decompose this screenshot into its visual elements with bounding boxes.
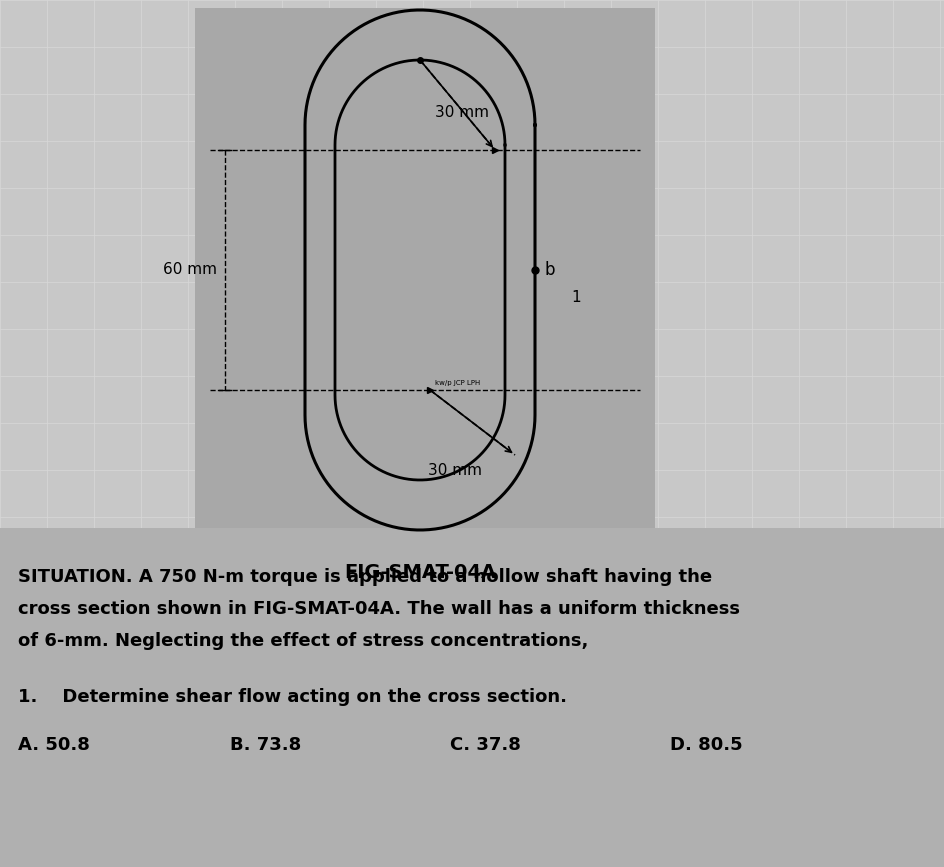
Text: 60 mm: 60 mm: [162, 263, 217, 277]
Text: B. 73.8: B. 73.8: [229, 736, 301, 754]
Text: b: b: [545, 261, 555, 279]
Text: 30 mm: 30 mm: [428, 463, 481, 478]
Text: cross section shown in FIG-SMAT-04A. The wall has a uniform thickness: cross section shown in FIG-SMAT-04A. The…: [18, 600, 739, 618]
Text: FIG-SMAT-04A: FIG-SMAT-04A: [344, 563, 496, 582]
Text: A. 50.8: A. 50.8: [18, 736, 90, 754]
Text: 1.    Determine shear flow acting on the cross section.: 1. Determine shear flow acting on the cr…: [18, 688, 566, 706]
Text: 1: 1: [570, 290, 580, 305]
Bar: [0, 528, 944, 867]
Text: of 6-mm. Neglecting the effect of stress concentrations,: of 6-mm. Neglecting the effect of stress…: [18, 632, 588, 650]
Text: SITUATION. A 750 N-m torque is applied to a hollow shaft having the: SITUATION. A 750 N-m torque is applied t…: [18, 568, 712, 586]
Text: D. 80.5: D. 80.5: [669, 736, 742, 754]
Text: kw/p JCP LPH: kw/p JCP LPH: [434, 380, 480, 386]
Text: C. 37.8: C. 37.8: [449, 736, 520, 754]
Text: 30 mm: 30 mm: [434, 105, 488, 120]
Bar: [194, 8, 654, 545]
